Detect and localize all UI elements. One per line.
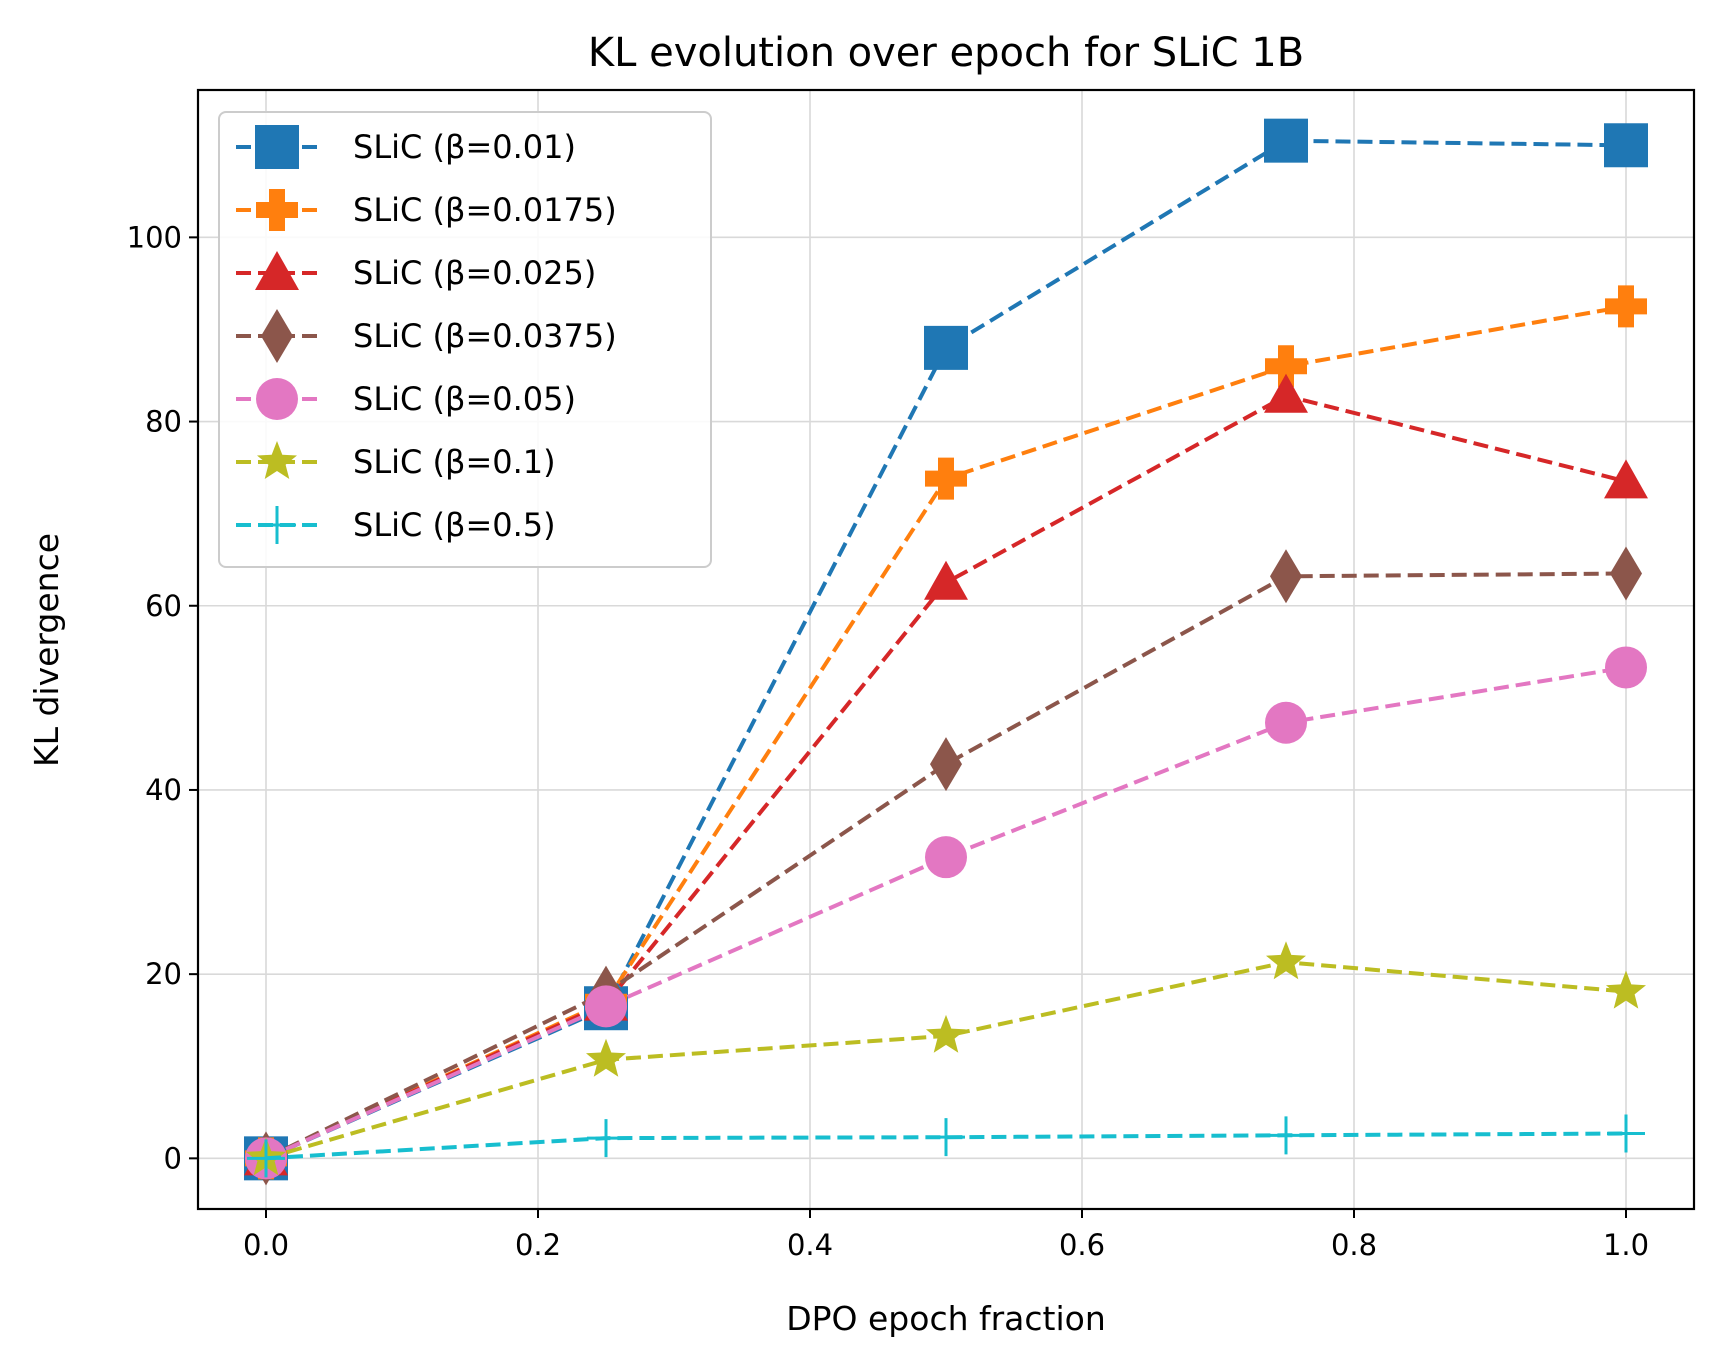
y-tick-label: 0	[164, 1141, 182, 1175]
data-point	[927, 1118, 965, 1157]
legend-marker	[257, 441, 297, 479]
x-axis: 0.0 0.2 0.4 0.6 0.8 1.0	[243, 1209, 1649, 1262]
legend-marker	[261, 309, 293, 363]
legend-label: SLiC (β=0.025)	[353, 254, 596, 292]
series-6	[247, 1114, 1645, 1178]
data-point	[1610, 546, 1642, 601]
y-tick-label: 60	[145, 589, 182, 623]
data-point	[925, 836, 967, 879]
legend-label: SLiC (β=0.05)	[353, 380, 576, 418]
data-point	[585, 985, 627, 1028]
legend-item-3: SLiC (β=0.0375)	[236, 309, 617, 363]
y-tick-label: 80	[145, 405, 182, 439]
x-tick-label: 0.4	[787, 1228, 833, 1262]
data-point	[926, 1014, 966, 1053]
chart-title: KL evolution over epoch for SLiC 1B	[588, 30, 1304, 76]
data-point	[1607, 1114, 1645, 1153]
data-point	[586, 1038, 626, 1077]
series-4	[245, 646, 1647, 1180]
data-point	[1265, 701, 1307, 744]
legend-label: SLiC (β=0.5)	[353, 506, 556, 544]
legend-item-6: SLiC (β=0.5)	[236, 506, 556, 544]
legend-item-5: SLiC (β=0.1)	[236, 441, 556, 481]
x-axis-label: DPO epoch fraction	[786, 1299, 1106, 1338]
legend-frame	[218, 111, 712, 568]
x-tick-label: 0.2	[515, 1228, 561, 1262]
data-point	[1606, 970, 1646, 1009]
legend-marker	[256, 189, 298, 231]
data-point	[1267, 1116, 1305, 1155]
y-tick-label: 100	[127, 220, 182, 254]
data-point	[1264, 118, 1308, 163]
series-line	[265, 571, 1627, 1161]
data-point	[1265, 345, 1307, 388]
x-tick-label: 0.0	[243, 1228, 289, 1262]
data-point	[930, 737, 962, 792]
x-tick-label: 0.6	[1059, 1228, 1105, 1262]
legend-label: SLiC (β=0.0175)	[353, 191, 617, 229]
data-point	[1270, 549, 1302, 604]
data-point	[1264, 373, 1308, 413]
series-layer	[244, 118, 1648, 1186]
legend-marker	[255, 125, 299, 169]
legend: SLiC (β=0.01) SLiC (β=0.0175) SLiC (β=0.02…	[218, 111, 712, 568]
legend-label: SLiC (β=0.01)	[353, 128, 576, 166]
data-point	[925, 457, 967, 500]
data-point	[247, 1139, 285, 1178]
legend-item-2: SLiC (β=0.025)	[236, 251, 596, 292]
plot-frame	[196, 88, 1696, 1211]
data-point	[587, 1119, 625, 1158]
legend-item-4: SLiC (β=0.05)	[236, 378, 576, 420]
legend-label: SLiC (β=0.1)	[353, 443, 556, 481]
data-point	[1266, 941, 1306, 980]
data-point	[1604, 459, 1648, 499]
series-line	[265, 1131, 1627, 1161]
data-point	[1605, 285, 1647, 328]
legend-marker	[258, 506, 296, 544]
legend-marker	[256, 378, 298, 420]
legend-item-0: SLiC (β=0.01)	[236, 125, 576, 169]
y-tick-label: 20	[145, 957, 182, 991]
y-tick-label: 40	[145, 773, 182, 807]
data-point	[924, 560, 968, 600]
data-point	[924, 325, 968, 370]
y-axis: 0 20 40 60 80 100	[127, 220, 198, 1175]
legend-item-1: SLiC (β=0.0175)	[236, 189, 617, 231]
y-axis-label: KL divergence	[27, 533, 66, 767]
data-point	[1605, 646, 1647, 689]
x-tick-label: 1.0	[1603, 1228, 1649, 1262]
x-tick-label: 0.8	[1331, 1228, 1377, 1262]
data-point	[1604, 123, 1648, 168]
legend-label: SLiC (β=0.0375)	[353, 317, 617, 355]
series-line	[265, 665, 1627, 1161]
legend-marker	[255, 251, 299, 290]
